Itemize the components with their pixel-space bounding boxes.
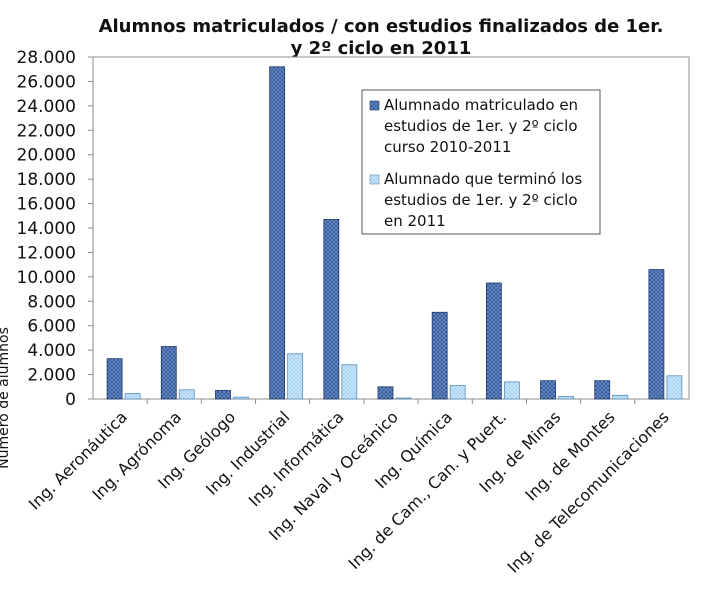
bar-graduated	[287, 353, 304, 400]
y-tick-label: 20.000	[17, 146, 76, 166]
bar-graduated	[178, 389, 195, 400]
bar-graduated	[395, 397, 412, 400]
bar-enrolled	[106, 358, 123, 400]
bar-graduated	[558, 396, 574, 400]
x-tick-label: Ing. Informática	[245, 407, 348, 510]
x-tick-label: Ing. Aeronáutica	[25, 407, 131, 513]
legend-label-graduated-line-3: en 2011	[384, 212, 446, 230]
y-tick-label: 0	[65, 390, 76, 410]
bar-graduated	[341, 364, 358, 400]
legend-label-enrolled-line-3: curso 2010-2011	[384, 138, 511, 156]
bar-enrolled	[269, 66, 286, 400]
bar-graduated	[449, 385, 466, 400]
legend-swatch-enrolled	[369, 100, 380, 111]
y-tick-label: 4.000	[27, 341, 76, 361]
bar-graduated	[124, 393, 141, 400]
y-tick-label: 26.000	[17, 72, 76, 92]
y-tick-label: 10.000	[17, 268, 76, 288]
bar-graduated	[233, 396, 249, 400]
legend-label-enrolled-line-2: estudios de 1er. y 2º ciclo	[384, 117, 578, 135]
bar-graduated	[612, 394, 629, 400]
bar-enrolled	[594, 380, 611, 400]
y-tick-label: 28.000	[17, 48, 76, 68]
chart-title-line-1: Alumnos matriculados / con estudios fina…	[99, 16, 664, 37]
legend: Alumnado matriculado en estudios de 1er.…	[361, 89, 601, 235]
bar-enrolled	[485, 282, 502, 400]
bar-enrolled	[431, 311, 448, 400]
bar-enrolled	[215, 390, 231, 400]
chart-title-line-2: y 2º ciclo en 2011	[291, 38, 472, 59]
y-tick-label: 22.000	[17, 121, 76, 141]
y-tick-label: 18.000	[17, 170, 76, 190]
bar-graduated	[666, 375, 683, 400]
legend-label-enrolled-line-1: Alumnado matriculado en	[384, 96, 578, 114]
bars-group	[106, 66, 683, 400]
legend-swatch-graduated	[369, 174, 380, 185]
bar-enrolled	[160, 346, 177, 400]
y-axis-label: Número de alumnos	[0, 327, 12, 469]
y-tick-label: 8.000	[27, 292, 76, 312]
y-tick-label: 14.000	[17, 219, 76, 239]
y-tick-label: 2.000	[27, 366, 76, 386]
y-tick-label: 6.000	[27, 317, 76, 337]
bar-enrolled	[648, 269, 665, 400]
bar-enrolled	[540, 380, 556, 400]
legend-label-graduated-line-1: Alumnado que terminó los	[384, 170, 582, 188]
bar-enrolled	[377, 386, 394, 400]
legend-label-graduated-line-2: estudios de 1er. y 2º ciclo	[384, 191, 578, 209]
y-tick-label: 12.000	[17, 243, 76, 263]
bar-enrolled	[323, 219, 340, 400]
bar-graduated	[503, 381, 520, 400]
y-tick-label: 24.000	[17, 97, 76, 117]
y-axis: 0 2.000 4.000 6.000 8.000 10.000 12.000 14.000 1…	[17, 48, 93, 410]
y-tick-label: 16.000	[17, 195, 76, 215]
legend-box	[361, 89, 601, 235]
